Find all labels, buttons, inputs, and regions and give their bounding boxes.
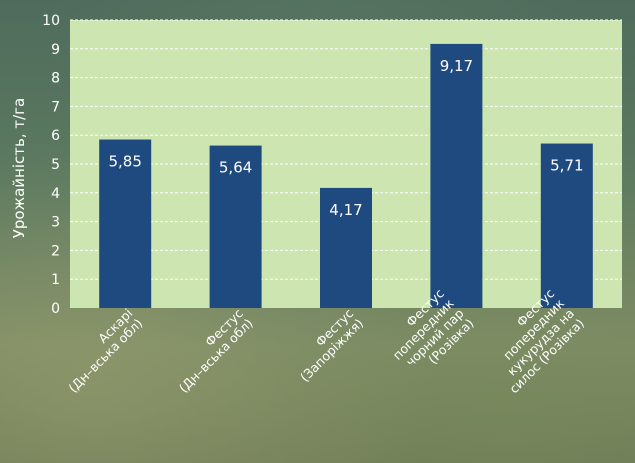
bar [209,145,262,308]
y-tick-label: 8 [51,71,60,87]
bar [99,139,152,308]
y-axis-ticks: 0 1 2 3 4 5 6 7 8 9 10 [42,13,60,317]
y-tick-label: 5 [51,157,60,173]
x-category-label: Фестус(Запоріжжя) [297,306,366,385]
bar [430,43,483,309]
bar-value-label: 5,71 [550,157,583,175]
y-tick-label: 0 [51,301,60,317]
y-axis-title: Урожайність, т/га [10,98,28,239]
bar-value-label: 9,17 [440,57,473,75]
bars: 5,85 5,64 4,17 9,17 5,71 [99,43,593,309]
bar-value-label: 5,85 [108,153,141,171]
y-tick-label: 7 [51,99,60,115]
bar [320,187,372,308]
y-tick-label: 6 [51,128,60,144]
y-tick-label: 3 [51,215,60,231]
x-category-label: Аскарі(Дн–вська обл) [65,306,145,396]
y-tick-label: 1 [51,272,60,288]
y-tick-label: 10 [42,13,60,29]
x-axis-categories: Аскарі(Дн–вська обл) Фестус(Дн–вська обл)… [65,286,587,396]
y-tick-label: 2 [51,243,60,259]
bar-value-label: 4,17 [329,201,362,219]
y-tick-label: 4 [51,186,60,202]
bar [540,143,593,308]
x-category-label: Фестус(Дн–вська обл) [176,306,256,396]
bar-value-label: 5,64 [219,159,252,177]
y-tick-label: 9 [51,42,60,58]
